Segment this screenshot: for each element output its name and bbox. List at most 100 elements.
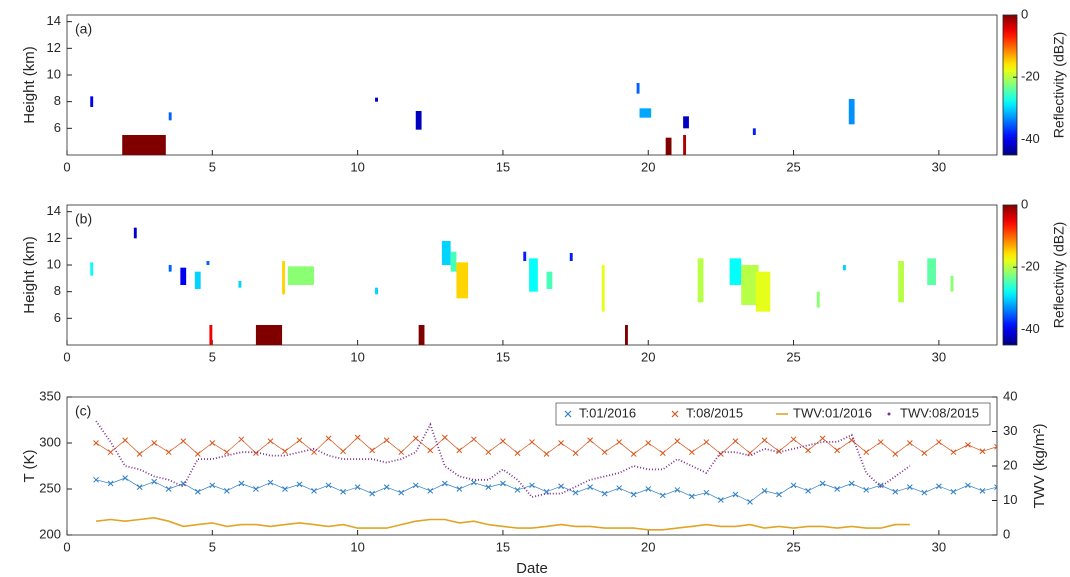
x-marker bbox=[340, 448, 346, 455]
x-marker bbox=[369, 447, 376, 454]
x-marker bbox=[877, 439, 884, 445]
reflectivity-cell bbox=[625, 325, 628, 345]
x-marker bbox=[543, 488, 550, 495]
legend-label: TWV:08/2015 bbox=[900, 405, 979, 420]
axes-box bbox=[66, 14, 998, 156]
reflectivity-cell bbox=[529, 258, 538, 292]
x-marker bbox=[674, 487, 681, 493]
legend-marker bbox=[564, 410, 572, 418]
x-marker bbox=[558, 483, 564, 490]
reflectivity-cell bbox=[282, 261, 285, 295]
y-tick-label: 300 bbox=[39, 434, 61, 449]
x-marker bbox=[543, 451, 550, 457]
colorbar-tick-label: 0 bbox=[1021, 6, 1028, 21]
colorbar-tick-label: -40 bbox=[1021, 321, 1040, 336]
reflectivity-cell bbox=[133, 227, 137, 239]
x-marker bbox=[718, 497, 724, 503]
x-marker bbox=[587, 437, 593, 444]
x-marker bbox=[979, 448, 986, 455]
x-marker bbox=[834, 447, 841, 454]
x-marker bbox=[761, 487, 768, 494]
x-marker bbox=[732, 438, 739, 445]
reflectivity-cell bbox=[441, 241, 451, 265]
x-marker bbox=[892, 488, 899, 495]
legend-label: TWV:01/2016 bbox=[793, 405, 872, 420]
reflectivity-cell bbox=[255, 325, 283, 345]
y-tick-label: 350 bbox=[39, 388, 61, 403]
x-marker bbox=[834, 486, 841, 492]
colorbar-label: Reflectivity (dBZ) bbox=[1051, 222, 1067, 329]
x-marker bbox=[630, 491, 637, 498]
reflectivity-cell bbox=[450, 251, 457, 272]
x-marker bbox=[354, 484, 361, 491]
y-axis-label: T (K) bbox=[21, 449, 38, 482]
reflectivity-cell bbox=[752, 128, 756, 135]
x-tick-label: 20 bbox=[641, 349, 655, 364]
y-tick-label: 200 bbox=[39, 526, 61, 541]
x-marker bbox=[267, 479, 274, 486]
panel-label: (a) bbox=[75, 21, 92, 37]
colorbar-tick-label: 0 bbox=[1021, 196, 1028, 211]
reflectivity-cell bbox=[927, 258, 936, 285]
x-marker bbox=[441, 434, 448, 441]
x-marker bbox=[485, 484, 492, 491]
x-marker bbox=[819, 480, 826, 487]
x-marker bbox=[296, 437, 303, 444]
series-line bbox=[96, 516, 910, 531]
x-marker bbox=[122, 437, 128, 444]
reflectivity-cell bbox=[122, 135, 166, 155]
series-line bbox=[96, 477, 997, 503]
colorbar-tick-label: -40 bbox=[1021, 131, 1040, 146]
x-marker bbox=[921, 450, 928, 456]
x-marker bbox=[863, 449, 870, 456]
x-marker bbox=[180, 438, 187, 445]
x-tick-label: 10 bbox=[350, 539, 364, 554]
y-axis-label: Height (km) bbox=[21, 236, 38, 314]
y-tick-label: 10 bbox=[47, 66, 61, 81]
legend-label: T:08/2015 bbox=[686, 405, 743, 420]
x-marker bbox=[572, 489, 579, 496]
x-marker bbox=[732, 491, 739, 498]
x-marker bbox=[979, 487, 986, 494]
x-marker bbox=[194, 451, 201, 457]
y-axis-label: Height (km) bbox=[21, 46, 38, 124]
reflectivity-cell bbox=[546, 271, 553, 289]
x-marker bbox=[325, 435, 332, 442]
x-marker bbox=[209, 482, 216, 489]
x-marker bbox=[500, 480, 506, 487]
y-tick-label: 12 bbox=[47, 40, 61, 55]
legend-box bbox=[555, 402, 991, 426]
reflectivity-cell bbox=[90, 96, 94, 107]
x-marker bbox=[558, 440, 564, 446]
x-marker bbox=[427, 487, 434, 494]
x-marker bbox=[354, 434, 361, 441]
x-marker bbox=[936, 483, 942, 490]
x-marker bbox=[805, 447, 811, 454]
colorbar bbox=[1002, 14, 1018, 156]
reflectivity-cell bbox=[168, 112, 172, 121]
x-marker bbox=[369, 490, 376, 497]
x-tick-label: 5 bbox=[209, 159, 216, 174]
x-marker bbox=[456, 447, 463, 454]
x-marker bbox=[659, 450, 666, 456]
x-marker bbox=[950, 449, 957, 456]
x-marker bbox=[616, 485, 623, 491]
x-marker bbox=[136, 451, 143, 457]
x-tick-label: 5 bbox=[209, 349, 216, 364]
series-line bbox=[95, 437, 997, 455]
x-marker bbox=[921, 489, 928, 496]
x-marker bbox=[209, 440, 216, 446]
colorbar bbox=[1002, 204, 1018, 346]
x-marker bbox=[950, 488, 957, 495]
x-marker bbox=[165, 449, 172, 456]
x-marker bbox=[688, 449, 695, 456]
legend-label: T:01/2016 bbox=[579, 405, 636, 420]
x-marker bbox=[703, 489, 710, 496]
x-marker bbox=[151, 440, 158, 446]
x-marker bbox=[238, 480, 245, 487]
x-marker bbox=[529, 482, 535, 489]
reflectivity-cell bbox=[523, 251, 527, 261]
x-marker bbox=[645, 486, 652, 492]
x-marker bbox=[93, 476, 99, 483]
